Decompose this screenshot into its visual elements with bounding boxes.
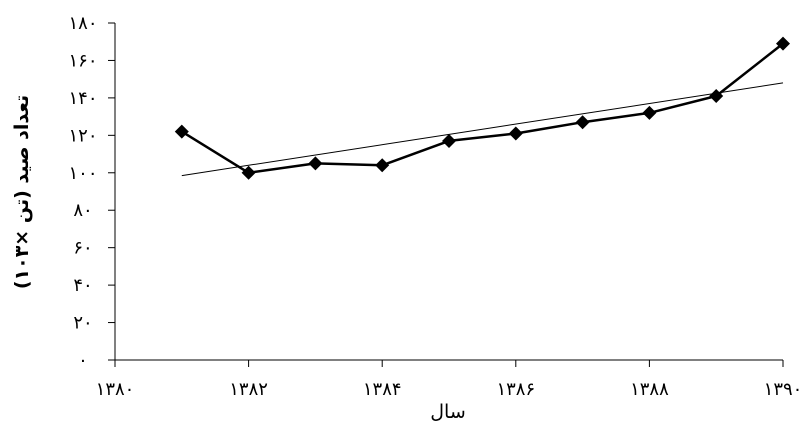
data-point-marker — [174, 124, 189, 139]
markers-group — [174, 36, 790, 180]
data-point-marker — [241, 165, 256, 180]
trendline — [181, 82, 784, 177]
series-line — [181, 42, 784, 175]
y-tick-label: ۲۰ — [73, 313, 92, 334]
x-tick-label: ۱۳۸۲ — [229, 379, 268, 400]
data-point-marker — [508, 126, 523, 141]
x-axis-title: سال — [430, 401, 466, 423]
series-group — [181, 42, 784, 175]
x-tick-label: ۱۳۸۸ — [630, 379, 669, 400]
data-point-marker — [575, 115, 590, 130]
data-point-marker — [308, 156, 323, 171]
x-tick-label: ۱۳۸۴ — [363, 379, 402, 400]
trendline-group — [181, 82, 784, 177]
y-tick-label: ۴۰ — [73, 275, 92, 296]
data-point-marker — [776, 36, 790, 51]
y-tick-label: ۱۶۰ — [68, 50, 97, 71]
y-axis-title: تعداد صید (تن ×۱۰۳) — [11, 95, 33, 289]
y-axis-ticks: ۰ ۲۰ ۴۰ ۶۰ ۸۰ ۱۰۰ ۱۲۰ ۱۴۰ ۱۶۰ ۱۸۰ — [68, 13, 115, 371]
x-tick-label: ۱۳۹۰ — [764, 379, 803, 400]
y-tick-label: ۶۰ — [73, 238, 92, 259]
data-point-marker — [642, 105, 657, 120]
x-tick-label: ۱۳۸۶ — [496, 379, 535, 400]
data-point-marker — [442, 133, 456, 148]
y-tick-label: ۰ — [78, 350, 88, 371]
data-point-marker — [375, 158, 390, 173]
y-tick-label: ۱۴۰ — [68, 88, 97, 109]
y-tick-label: ۱۸۰ — [68, 13, 97, 34]
y-tick-label: ۸۰ — [73, 200, 92, 221]
x-axis-ticks: ۱۳۸۰ ۱۳۸۲ ۱۳۸۴ ۱۳۸۶ ۱۳۸۸ ۱۳۹۰ — [96, 360, 803, 400]
y-tick-label: ۱۰۰ — [68, 163, 97, 184]
x-tick-label: ۱۳۸۰ — [96, 379, 135, 400]
y-tick-label: ۱۲۰ — [68, 125, 97, 146]
data-point-marker — [709, 89, 724, 104]
